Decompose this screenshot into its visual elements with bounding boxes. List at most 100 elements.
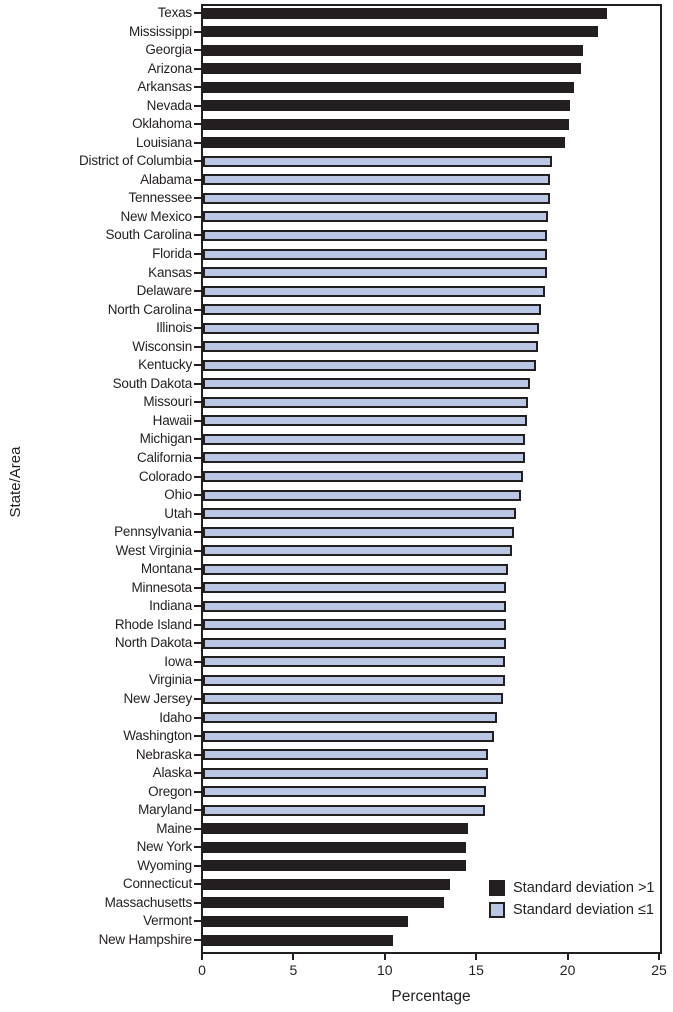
plot-area [201,4,662,954]
x-axis-title: Percentage [391,988,471,1005]
state-label: Louisiana [136,134,192,150]
y-tick [194,215,202,218]
state-label: Connecticut [122,876,192,892]
legend-label: Standard deviation >1 [513,880,655,896]
state-label: Montana [140,561,192,577]
legend-item-sd-le1: Standard deviation ≤1 [489,902,654,918]
bar [203,155,553,167]
state-label: North Dakota [114,635,192,651]
state-label: Maine [156,820,192,836]
bar [203,267,547,279]
state-label: Idaho [159,709,192,725]
bar [203,841,467,853]
bar [203,545,512,557]
y-tick [194,716,202,719]
y-tick [194,290,202,293]
state-label: Washington [123,728,192,744]
state-label: New Hampshire [98,932,193,947]
bar [203,693,503,705]
y-tick [194,753,202,756]
state-label: Wisconsin [132,338,192,354]
y-tick [194,364,202,367]
state-label: Delaware [136,283,193,299]
y-tick [194,67,202,70]
state-label: Michigan [139,431,193,447]
x-tick [383,954,386,960]
y-tick [194,920,202,923]
bar [203,81,575,93]
y-tick [194,382,202,385]
y-tick [194,827,202,830]
x-tick [658,954,660,960]
state-label: New York [136,839,193,855]
bar [203,508,516,520]
bar [203,396,529,408]
y-tick [194,178,202,181]
bar [203,749,489,761]
bar [203,619,507,631]
state-label: Oklahoma [132,116,192,132]
state-label: Indiana [149,598,192,614]
bar [203,637,507,649]
bar [203,767,489,779]
y-tick [194,494,202,497]
legend-swatch-light-icon [489,902,505,918]
state-label: Missouri [143,394,192,410]
bar [203,322,540,334]
state-label: Florida [152,246,192,262]
bar [203,786,487,798]
bar [203,934,394,946]
y-tick [194,438,202,441]
y-tick [194,901,202,904]
bar [203,860,467,872]
bar [203,563,509,575]
state-label: South Carolina [105,227,192,243]
y-tick [194,327,202,330]
bar [203,804,485,816]
bar [203,7,607,19]
state-label: New Mexico [120,208,192,224]
y-tick [194,531,202,534]
y-tick [194,623,202,626]
state-label: South Dakota [112,375,193,391]
bar [203,489,522,501]
x-tick [566,954,569,960]
legend-label: Standard deviation ≤1 [513,902,654,918]
bar [203,712,498,724]
y-tick [194,568,202,571]
bar [203,600,507,612]
y-tick [194,586,202,589]
legend-swatch-dark-icon [489,880,505,896]
y-tick [194,605,202,608]
y-tick [194,864,202,867]
y-tick [194,660,202,663]
x-tick-label: 20 [559,962,576,978]
y-tick [194,308,202,311]
bar [203,192,551,204]
state-label: West Virginia [115,542,193,558]
y-tick [194,883,202,886]
y-tick [194,104,202,107]
x-tick-label: 10 [377,962,393,978]
state-label: Texas [157,5,192,20]
state-label: Illinois [156,320,192,336]
state-label: New Jersey [123,690,192,706]
state-label: District of Columbia [78,153,192,169]
y-tick [194,642,202,645]
bar [203,730,494,742]
y-tick [194,253,202,256]
bar [203,118,569,130]
state-label: Arkansas [137,79,192,95]
y-tick [194,697,202,700]
x-tick-label: 0 [198,962,206,978]
bar [203,44,584,56]
state-label: Iowa [164,653,192,669]
y-tick [194,141,202,144]
bar [203,341,538,353]
state-label: Georgia [145,42,192,58]
x-tick-label: 5 [289,962,298,978]
bar [203,915,408,927]
bar [203,174,551,186]
bar [203,229,547,241]
state-label: Nevada [146,97,193,113]
